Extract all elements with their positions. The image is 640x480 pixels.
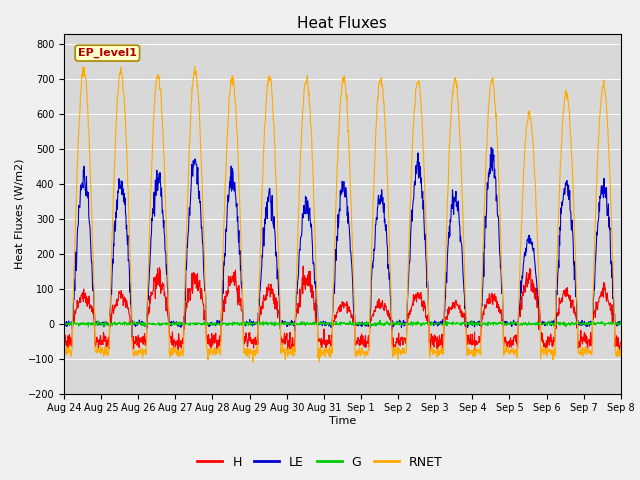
Legend: H, LE, G, RNET: H, LE, G, RNET — [193, 451, 447, 474]
X-axis label: Time: Time — [329, 416, 356, 426]
Y-axis label: Heat Fluxes (W/m2): Heat Fluxes (W/m2) — [15, 158, 25, 269]
Text: EP_level1: EP_level1 — [78, 48, 137, 58]
Title: Heat Fluxes: Heat Fluxes — [298, 16, 387, 31]
